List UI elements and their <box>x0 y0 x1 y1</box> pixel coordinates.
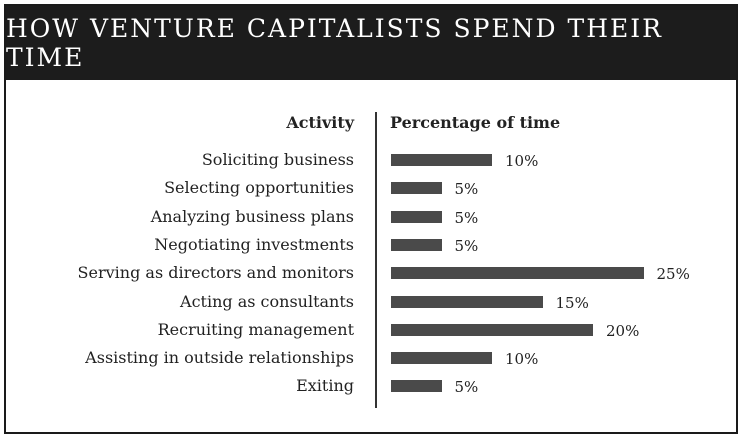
bar <box>391 238 442 251</box>
chart-frame: HOW VENTURE CAPITALISTS SPEND THEIR TIME… <box>4 4 738 434</box>
value-label: 10% <box>505 350 539 369</box>
bar <box>391 210 442 223</box>
value-label: 25% <box>656 265 690 284</box>
category-label: Negotiating investments <box>154 234 354 254</box>
category-label: Exiting <box>296 376 354 396</box>
bar <box>391 352 492 365</box>
column-divider <box>375 112 377 408</box>
value-column-header: Percentage of time <box>390 113 561 132</box>
category-label: Soliciting business <box>201 150 354 169</box>
value-label: 5% <box>454 180 479 199</box>
category-label: Assisting in outside relationships <box>85 348 354 368</box>
bar <box>391 323 593 336</box>
bar <box>391 380 442 393</box>
bar <box>391 154 492 166</box>
value-label: 5% <box>454 236 479 255</box>
category-label: Selecting opportunities <box>164 178 354 198</box>
category-column-header: Activity <box>286 113 354 132</box>
category-label: Analyzing business plans <box>150 206 354 226</box>
value-label: 15% <box>555 293 589 312</box>
category-label: Serving as directors and monitors <box>77 263 354 283</box>
value-label: 20% <box>606 321 640 340</box>
bar <box>391 182 442 195</box>
value-label: 10% <box>505 152 539 170</box>
bar <box>391 295 543 308</box>
category-label: Acting as consultants <box>180 291 354 311</box>
category-label: Recruiting management <box>157 319 354 339</box>
chart-title: HOW VENTURE CAPITALISTS SPEND THEIR TIME <box>6 6 736 80</box>
bar <box>391 267 644 280</box>
value-label: 5% <box>454 208 479 227</box>
value-label: 5% <box>454 378 479 397</box>
